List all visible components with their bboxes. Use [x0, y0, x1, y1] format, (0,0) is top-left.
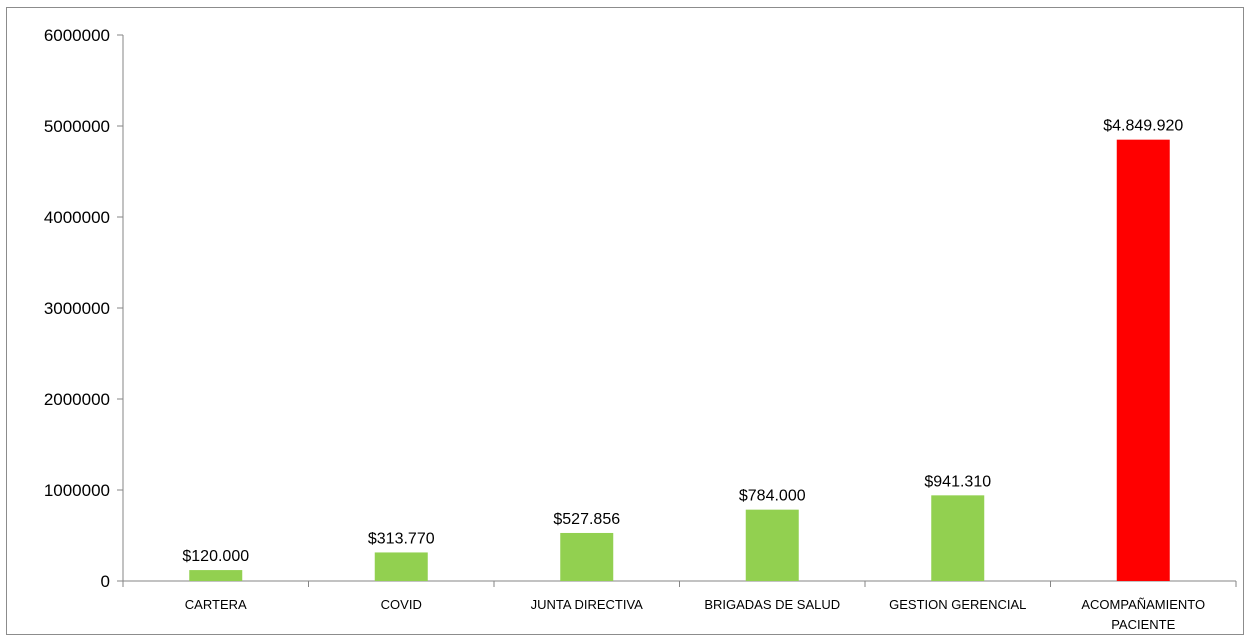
- y-tick-label: 2000000: [44, 390, 110, 409]
- data-label: $313.770: [368, 530, 435, 547]
- data-label: $941.310: [924, 473, 991, 490]
- category-label: PACIENTE: [1111, 617, 1175, 632]
- data-label: $784.000: [739, 488, 806, 505]
- chart-frame: [6, 7, 1244, 635]
- data-label: $527.856: [553, 511, 620, 528]
- bar: [931, 495, 985, 581]
- bar: [560, 532, 614, 581]
- bar: [745, 509, 799, 581]
- category-label: ACOMPAÑAMIENTO: [1081, 597, 1205, 612]
- category-label: GESTION GERENCIAL: [889, 597, 1026, 612]
- y-tick-label: 3000000: [44, 299, 110, 318]
- y-tick-label: 1000000: [44, 481, 110, 500]
- category-label: JUNTA DIRECTIVA: [531, 597, 644, 612]
- category-label: COVID: [381, 597, 422, 612]
- category-label: BRIGADAS DE SALUD: [704, 597, 840, 612]
- category-label: CARTERA: [185, 597, 247, 612]
- y-tick-label: 4000000: [44, 208, 110, 227]
- bar: [1116, 139, 1170, 581]
- data-label: $4.849.920: [1103, 118, 1183, 135]
- y-tick-label: 6000000: [44, 26, 110, 45]
- bar: [374, 552, 428, 581]
- y-tick-label: 5000000: [44, 117, 110, 136]
- data-label: $120.000: [182, 548, 249, 565]
- bar: [189, 570, 243, 581]
- y-tick-label: 0: [101, 572, 110, 591]
